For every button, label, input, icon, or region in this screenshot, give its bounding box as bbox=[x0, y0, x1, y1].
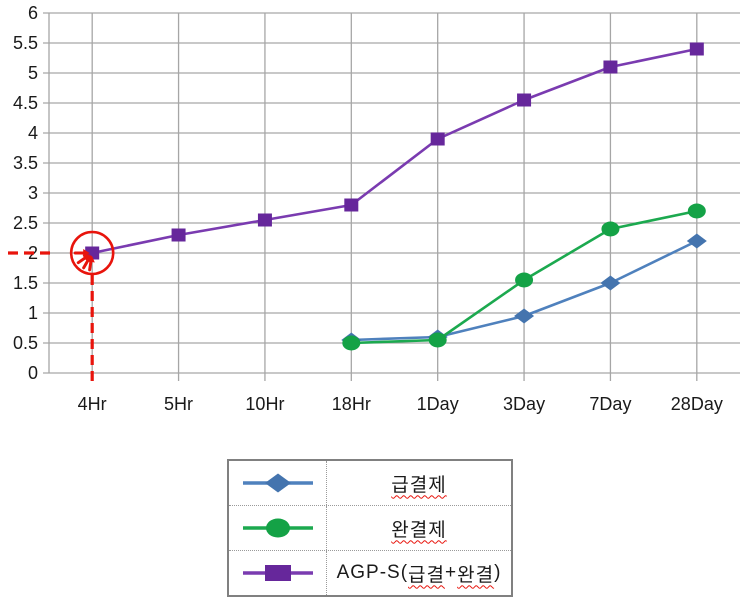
line-chart: 00.511.522.533.544.555.564Hr5Hr10Hr18Hr1… bbox=[8, 3, 740, 414]
legend-item-wangyeolje: 완결제 bbox=[229, 505, 511, 550]
data-point-marker bbox=[515, 272, 534, 288]
data-point-marker bbox=[687, 203, 706, 219]
legend-label-text: AGP-S( bbox=[336, 562, 409, 583]
legend-label-text: + bbox=[445, 562, 458, 583]
y-tick-label: 6 bbox=[28, 3, 38, 23]
x-tick-label: 18Hr bbox=[332, 394, 371, 414]
legend-marker-green-circle-icon bbox=[229, 506, 327, 550]
legend-label-text: 급결 bbox=[408, 564, 445, 586]
legend-label-text: 완결 bbox=[457, 564, 495, 586]
y-tick-label: 5 bbox=[28, 63, 38, 83]
data-point-marker bbox=[430, 132, 445, 146]
annotation-highlight bbox=[8, 230, 115, 386]
data-point-marker bbox=[600, 275, 621, 291]
legend-label: 완결제 bbox=[327, 506, 511, 550]
gridlines bbox=[43, 12, 740, 381]
data-point-marker bbox=[686, 233, 707, 249]
data-point-marker bbox=[689, 42, 704, 56]
series-1 bbox=[342, 203, 706, 351]
data-point-marker bbox=[428, 332, 447, 348]
x-tick-label: 1Day bbox=[417, 394, 459, 414]
y-tick-label: 3 bbox=[28, 183, 38, 203]
data-point-marker bbox=[517, 93, 532, 107]
x-tick-label: 3Day bbox=[503, 394, 545, 414]
legend-label-text: ) bbox=[494, 562, 502, 583]
y-tick-label: 1.5 bbox=[13, 273, 38, 293]
x-tick-label: 4Hr bbox=[78, 394, 107, 414]
legend-item-gupgyeolje: 급결제 bbox=[229, 461, 511, 505]
legend-label-text: 급결제 bbox=[391, 474, 447, 496]
x-tick-label: 5Hr bbox=[164, 394, 193, 414]
legend: 급결제 완결제 AGP-S(급결 + 완결) bbox=[227, 459, 513, 597]
y-tick-label: 0.5 bbox=[13, 333, 38, 353]
chart-svg: 00.511.522.533.544.555.564Hr5Hr10Hr18Hr1… bbox=[8, 3, 740, 414]
data-point-marker bbox=[601, 221, 620, 237]
y-tick-label: 5.5 bbox=[13, 33, 38, 53]
x-tick-label: 10Hr bbox=[245, 394, 284, 414]
legend-marker-blue-diamond-icon bbox=[229, 461, 327, 505]
data-point-marker bbox=[603, 60, 618, 74]
series-2 bbox=[85, 42, 704, 260]
y-tick-label: 0 bbox=[28, 363, 38, 383]
annotation-circle bbox=[69, 230, 115, 276]
data-point-marker bbox=[342, 335, 361, 351]
annotation-arrow-burst-icon bbox=[73, 249, 95, 272]
y-tick-label: 1 bbox=[28, 303, 38, 323]
y-tick-label: 4 bbox=[28, 123, 38, 143]
x-tick-label: 7Day bbox=[589, 394, 631, 414]
x-tick-label: 28Day bbox=[671, 394, 723, 414]
data-point-marker bbox=[514, 308, 535, 324]
y-tick-label: 3.5 bbox=[13, 153, 38, 173]
legend-label: 급결제 bbox=[327, 461, 511, 505]
legend-label-text: 완결제 bbox=[391, 519, 447, 541]
legend-label: AGP-S(급결 + 완결) bbox=[327, 551, 511, 595]
data-point-marker bbox=[257, 213, 272, 227]
y-tick-label: 2.5 bbox=[13, 213, 38, 233]
legend-marker-purple-square-icon bbox=[229, 551, 327, 595]
data-point-marker bbox=[344, 198, 359, 212]
y-tick-label: 4.5 bbox=[13, 93, 38, 113]
legend-item-agp-s: AGP-S(급결 + 완결) bbox=[229, 550, 511, 595]
data-point-marker bbox=[171, 228, 186, 242]
